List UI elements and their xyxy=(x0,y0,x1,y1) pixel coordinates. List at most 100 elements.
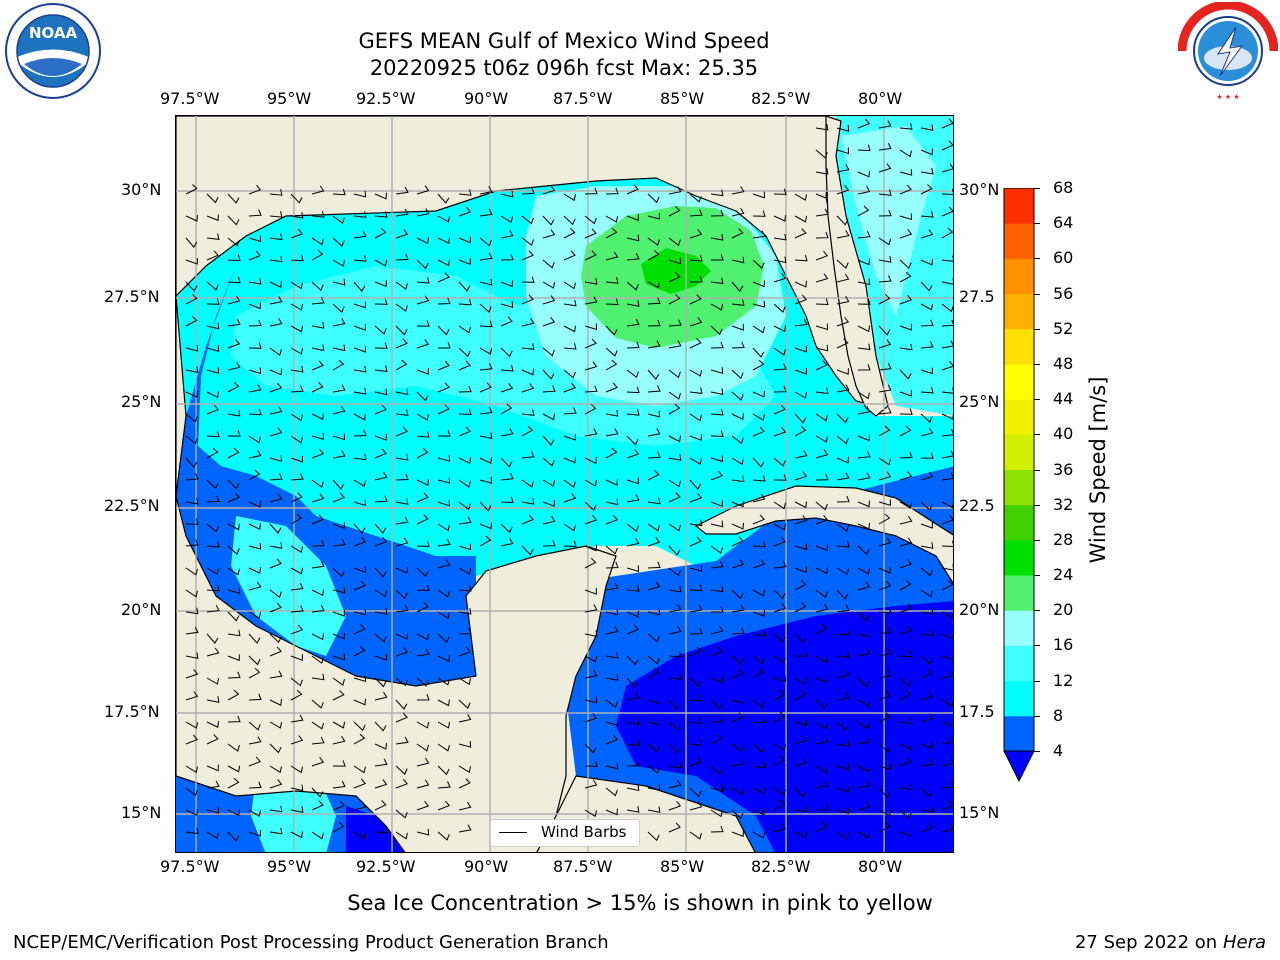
wind-barb xyxy=(206,647,220,657)
map-canvas xyxy=(176,116,953,852)
wind-barb xyxy=(710,325,723,336)
wind-barb xyxy=(521,425,534,437)
wind-barb xyxy=(857,567,871,575)
wind-barb xyxy=(710,500,723,508)
wind-barb xyxy=(374,388,388,396)
wind-barb xyxy=(647,451,661,459)
wind-barb xyxy=(689,387,703,394)
wind-barb xyxy=(437,455,451,462)
wind-barb xyxy=(815,435,829,443)
wind-barb xyxy=(206,495,220,503)
wind-barb xyxy=(500,280,513,288)
wind-barb xyxy=(794,367,807,375)
wind-barb xyxy=(920,567,933,577)
wind-barb xyxy=(248,319,262,327)
wind-barb xyxy=(899,830,912,838)
wind-barb xyxy=(227,671,241,679)
footer-date: 27 Sep 2022 on Hera xyxy=(1075,932,1266,953)
colorbar-tick-mark xyxy=(1034,293,1040,295)
wind-barb xyxy=(752,667,765,679)
wind-barb xyxy=(794,689,807,701)
wind-barb xyxy=(542,413,555,421)
wind-barb xyxy=(836,628,850,636)
colorbar-swatch xyxy=(1004,328,1034,365)
wind-barb xyxy=(878,787,891,798)
wind-barb xyxy=(248,184,262,195)
wind-barb xyxy=(668,721,681,731)
wind-barb xyxy=(269,406,283,415)
wind-barb xyxy=(752,210,766,217)
wind-barb xyxy=(731,522,744,530)
wind-barb xyxy=(353,778,367,789)
wind-barb xyxy=(458,741,472,748)
wind-barb xyxy=(668,762,682,769)
wind-barb xyxy=(647,697,660,705)
wind-barb xyxy=(773,675,787,682)
colorbar-tick-mark xyxy=(1034,434,1040,436)
wind-barb xyxy=(689,434,702,441)
wind-barb xyxy=(311,787,324,798)
wind-barb xyxy=(878,120,892,129)
wind-barb xyxy=(332,479,345,490)
wind-barb xyxy=(248,633,261,644)
wind-barb xyxy=(290,806,304,813)
wind-barb xyxy=(416,367,429,375)
wind-barb xyxy=(416,295,430,305)
wind-barb xyxy=(836,230,850,239)
wind-barb xyxy=(290,582,304,591)
wind-barb xyxy=(626,538,640,547)
wind-barb xyxy=(311,249,324,261)
wind-barb xyxy=(668,205,681,217)
wind-barb xyxy=(584,479,598,487)
wind-barb xyxy=(731,787,744,795)
wind-barb xyxy=(836,567,849,576)
wind-barb xyxy=(878,256,892,263)
wind-barb xyxy=(437,699,450,707)
wind-barb xyxy=(647,806,661,813)
wind-barb xyxy=(605,734,619,745)
wind-barb xyxy=(269,427,283,437)
colorbar-tick-mark xyxy=(1034,539,1040,541)
wind-barb xyxy=(752,390,765,398)
wind-barb xyxy=(920,184,933,195)
wind-barb xyxy=(248,384,262,393)
wind-barb xyxy=(290,513,303,525)
wind-barb xyxy=(731,712,744,723)
wind-barb xyxy=(941,719,953,727)
wind-barb xyxy=(206,721,219,728)
wind-barb xyxy=(500,496,514,504)
wind-barb xyxy=(794,650,808,657)
wind-barb xyxy=(815,473,829,481)
wind-barb xyxy=(941,653,953,661)
wind-barb xyxy=(521,276,535,283)
wind-barb xyxy=(689,694,703,702)
colorbar-tick-label: 16 xyxy=(1053,635,1074,655)
wind-barb xyxy=(605,227,618,239)
wind-barb xyxy=(941,540,953,548)
wind-barb xyxy=(227,295,241,305)
wind-barb xyxy=(689,584,703,592)
wind-barb xyxy=(668,822,681,833)
wind-barb xyxy=(794,579,807,591)
colorbar-tick-mark xyxy=(1034,680,1040,682)
wind-barb xyxy=(689,801,703,811)
wind-barb xyxy=(458,408,472,415)
wind-barb xyxy=(899,783,913,791)
wind-barb xyxy=(647,561,661,569)
wind-barb xyxy=(752,655,765,665)
wind-barb xyxy=(374,325,387,335)
wind-barb xyxy=(458,778,471,789)
lon-label-top: 97.5°W xyxy=(160,89,220,108)
colorbar-swatch xyxy=(1004,645,1034,682)
wind-barb xyxy=(206,193,219,204)
wind-barb xyxy=(206,734,219,745)
wind-barb xyxy=(437,297,451,305)
wind-barb xyxy=(458,677,471,686)
wind-barb xyxy=(374,211,388,218)
wind-barb xyxy=(668,340,682,349)
wind-barb xyxy=(794,735,808,745)
wind-barb xyxy=(836,316,850,327)
wind-barb xyxy=(311,633,324,641)
wind-barb xyxy=(857,325,870,333)
wind-barb xyxy=(290,689,303,701)
